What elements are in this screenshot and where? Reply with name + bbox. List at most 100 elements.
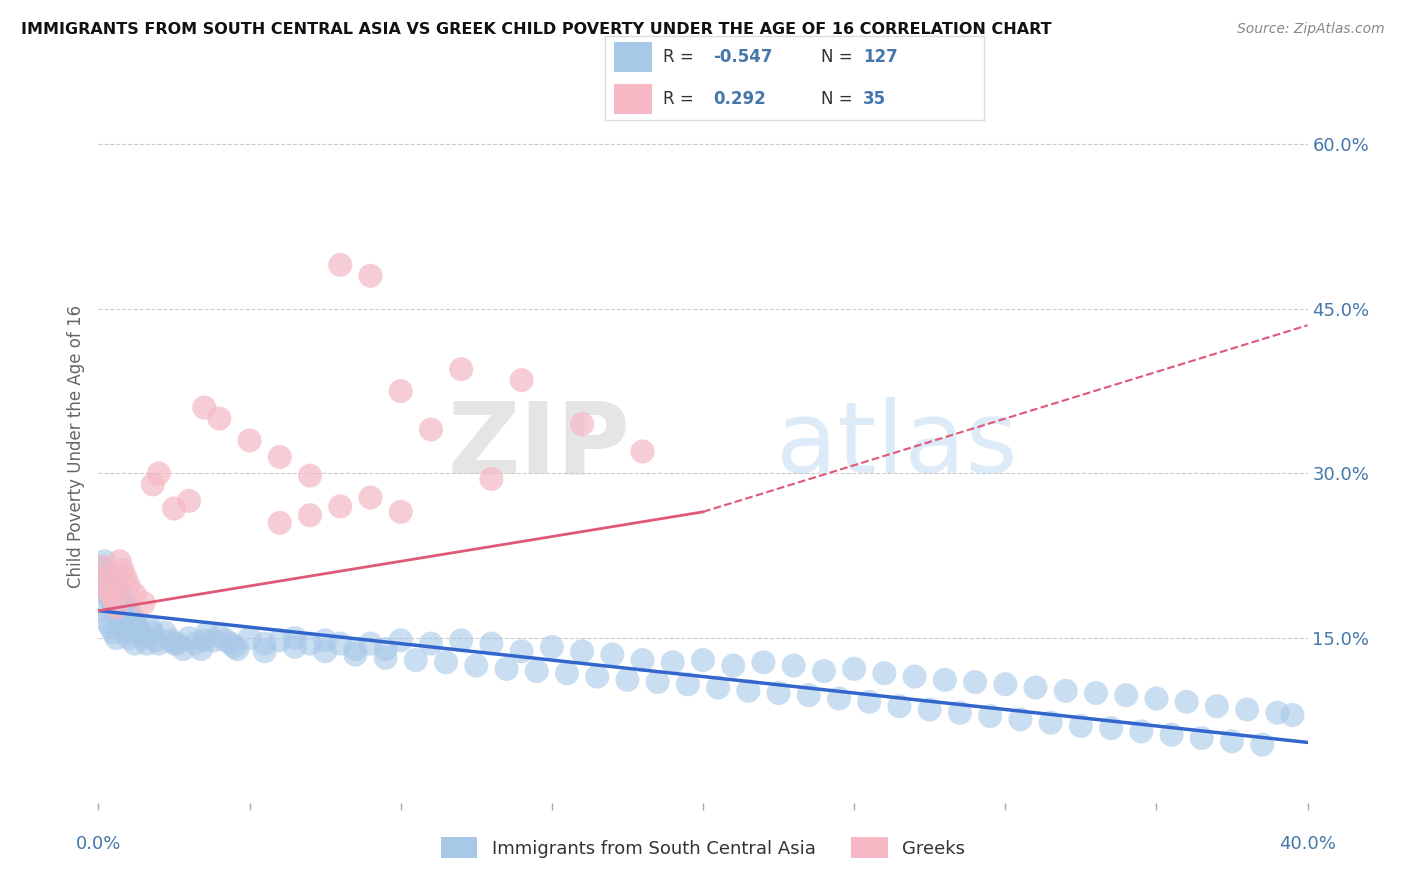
Point — [329, 500, 352, 514]
Point — [1070, 719, 1092, 733]
Point — [858, 695, 880, 709]
Text: IMMIGRANTS FROM SOUTH CENTRAL ASIA VS GREEK CHILD POVERTY UNDER THE AGE OF 16 CO: IMMIGRANTS FROM SOUTH CENTRAL ASIA VS GR… — [21, 22, 1052, 37]
Point — [1220, 734, 1243, 748]
Point — [1130, 724, 1153, 739]
Point — [1039, 715, 1062, 730]
Point — [510, 373, 533, 387]
Point — [783, 658, 806, 673]
Point — [934, 673, 956, 687]
Point — [90, 582, 112, 596]
Point — [374, 642, 396, 657]
Point — [108, 554, 131, 568]
Point — [269, 450, 291, 464]
Point — [314, 633, 336, 648]
Point — [172, 642, 194, 657]
Point — [360, 637, 382, 651]
Point — [844, 662, 866, 676]
Point — [269, 633, 291, 648]
Point — [526, 664, 548, 678]
Point — [1191, 731, 1213, 745]
Point — [647, 675, 669, 690]
Point — [1251, 738, 1274, 752]
Text: 0.292: 0.292 — [713, 90, 765, 108]
Point — [132, 631, 155, 645]
Point — [269, 516, 291, 530]
Point — [105, 582, 128, 596]
Point — [965, 675, 987, 690]
Point — [103, 592, 125, 607]
Point — [994, 677, 1017, 691]
Point — [631, 653, 654, 667]
Point — [1144, 691, 1167, 706]
Point — [389, 505, 412, 519]
Legend: Immigrants from South Central Asia, Greeks: Immigrants from South Central Asia, Gree… — [441, 838, 965, 858]
Point — [179, 494, 201, 508]
Point — [586, 669, 609, 683]
Point — [1115, 688, 1137, 702]
Point — [344, 642, 367, 657]
Point — [202, 633, 225, 648]
Point — [1085, 686, 1108, 700]
Point — [132, 596, 155, 610]
Point — [299, 637, 322, 651]
Point — [124, 615, 146, 629]
Point — [329, 637, 352, 651]
Point — [360, 491, 382, 505]
Point — [111, 592, 134, 607]
Point — [1099, 721, 1122, 735]
Point — [139, 620, 162, 634]
Point — [631, 444, 654, 458]
Point — [96, 615, 118, 629]
Text: Source: ZipAtlas.com: Source: ZipAtlas.com — [1237, 22, 1385, 37]
Text: 40.0%: 40.0% — [1279, 835, 1336, 853]
Point — [96, 587, 118, 601]
Point — [405, 653, 427, 667]
Point — [889, 699, 911, 714]
Point — [314, 644, 336, 658]
Point — [103, 598, 125, 612]
Point — [179, 631, 201, 645]
Point — [434, 655, 457, 669]
Point — [768, 686, 790, 700]
Point — [813, 664, 835, 678]
Point — [93, 604, 115, 618]
Point — [166, 637, 188, 651]
Point — [124, 637, 146, 651]
Text: ZIP: ZIP — [447, 398, 630, 494]
Point — [661, 655, 683, 669]
Bar — [614, 42, 652, 72]
Point — [918, 702, 941, 716]
Point — [105, 631, 128, 645]
Point — [90, 559, 112, 574]
Point — [1054, 683, 1077, 698]
Point — [949, 706, 972, 720]
Point — [692, 653, 714, 667]
Point — [737, 683, 759, 698]
Point — [1175, 695, 1198, 709]
Point — [253, 644, 276, 658]
Point — [111, 563, 134, 577]
Point — [420, 423, 443, 437]
Point — [96, 566, 118, 580]
Point — [360, 268, 382, 283]
Point — [723, 658, 745, 673]
Point — [214, 633, 236, 648]
Point — [145, 633, 167, 648]
Point — [571, 417, 593, 431]
Point — [195, 625, 218, 640]
Point — [1281, 708, 1303, 723]
Point — [127, 620, 149, 634]
Point — [114, 571, 136, 585]
Point — [114, 598, 136, 612]
Text: 35: 35 — [863, 90, 886, 108]
Point — [129, 625, 152, 640]
Point — [239, 434, 262, 448]
Point — [1160, 728, 1182, 742]
Point — [226, 642, 249, 657]
Point — [148, 467, 170, 481]
Point — [96, 582, 118, 596]
Text: R =: R = — [664, 48, 699, 66]
Point — [224, 640, 246, 654]
Point — [481, 637, 503, 651]
Text: atlas: atlas — [776, 398, 1017, 494]
